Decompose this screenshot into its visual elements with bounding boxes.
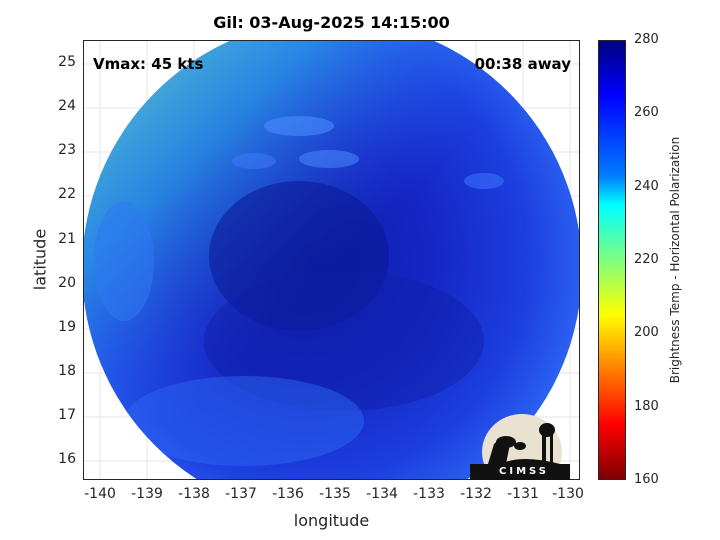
colorbar-tick-label: 160 bbox=[634, 472, 659, 487]
colorbar-tick-label: 240 bbox=[634, 179, 659, 194]
x-tick-label: -136 bbox=[272, 486, 304, 502]
y-tick-label: 21 bbox=[58, 231, 76, 247]
y-tick-label: 24 bbox=[58, 98, 76, 114]
y-axis-label: latitude bbox=[30, 228, 50, 291]
x-tick-label: -140 bbox=[84, 486, 116, 502]
cimss-logo-text: CIMSS bbox=[499, 466, 549, 477]
x-tick-label: -138 bbox=[178, 486, 210, 502]
colorbar bbox=[598, 40, 626, 480]
cimss-logo bbox=[470, 414, 570, 480]
y-tick-label: 20 bbox=[58, 275, 76, 291]
x-tick-label: -133 bbox=[413, 486, 445, 502]
x-tick-label: -131 bbox=[507, 486, 539, 502]
y-tick-label: 22 bbox=[58, 186, 76, 202]
vmax-label: Vmax: 45 kts bbox=[93, 55, 204, 73]
colorbar-tick-label: 280 bbox=[634, 32, 659, 47]
colorbar-tick-label: 220 bbox=[634, 252, 659, 267]
x-tick-label: -132 bbox=[460, 486, 492, 502]
x-tick-label: -137 bbox=[225, 486, 257, 502]
colorbar-label: Brightness Temp - Horizontal Polarizatio… bbox=[668, 136, 682, 384]
colorbar-tick-label: 200 bbox=[634, 325, 659, 340]
plot-title: Gil: 03-Aug-2025 14:15:00 bbox=[213, 13, 450, 32]
map-axes: Vmax: 45 kts 00:38 away bbox=[83, 40, 580, 480]
y-tick-label: 23 bbox=[58, 142, 76, 158]
colorbar-tick-label: 180 bbox=[634, 399, 659, 414]
time-away-label: 00:38 away bbox=[474, 55, 571, 73]
y-tick-label: 18 bbox=[58, 363, 76, 379]
brightness-temp-image bbox=[84, 41, 579, 479]
x-tick-label: -130 bbox=[552, 486, 584, 502]
y-tick-label: 25 bbox=[58, 54, 76, 70]
y-tick-label: 17 bbox=[58, 407, 76, 423]
x-tick-label: -135 bbox=[319, 486, 351, 502]
x-tick-label: -134 bbox=[366, 486, 398, 502]
x-tick-label: -139 bbox=[131, 486, 163, 502]
x-axis-label: longitude bbox=[293, 511, 370, 530]
y-tick-label: 16 bbox=[58, 451, 76, 467]
y-tick-label: 19 bbox=[58, 319, 76, 335]
colorbar-tick-label: 260 bbox=[634, 105, 659, 120]
